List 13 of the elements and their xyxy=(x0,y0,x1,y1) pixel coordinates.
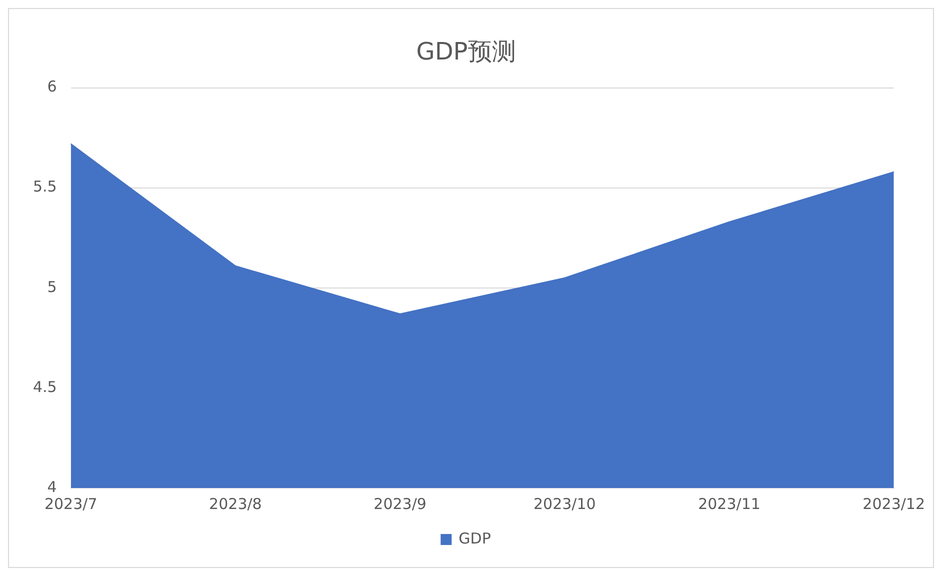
y-tick-label: 5.5 xyxy=(32,178,57,196)
y-tick-label: 4.5 xyxy=(32,378,57,396)
chart-title: GDP预测 xyxy=(416,38,516,66)
x-tick-label: 2023/7 xyxy=(44,494,98,513)
x-tick-label: 2023/12 xyxy=(862,494,926,513)
x-tick-label: 2023/10 xyxy=(533,494,596,513)
x-tick-label: 2023/9 xyxy=(374,494,426,513)
x-tick-label: 2023/11 xyxy=(698,494,760,513)
y-tick-label: 5 xyxy=(47,278,57,296)
x-tick-label: 2023/8 xyxy=(209,494,262,513)
y-tick-label: 6 xyxy=(47,78,57,96)
legend-label: GDP xyxy=(458,529,491,548)
y-tick-label: 4 xyxy=(47,478,57,496)
